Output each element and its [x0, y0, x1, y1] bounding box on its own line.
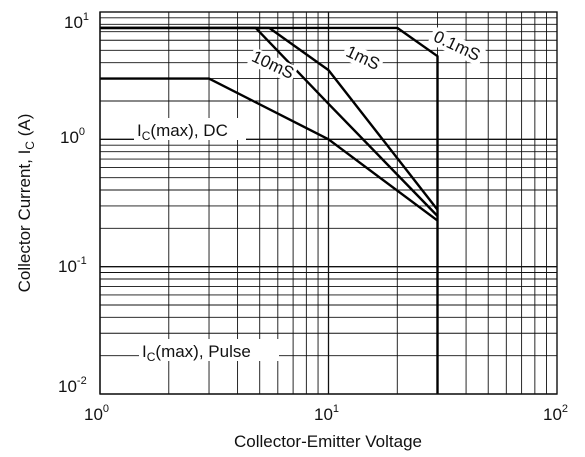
y-tick-label-2: 10-1: [58, 255, 87, 276]
x-tick-label-0: 100: [84, 403, 109, 424]
svg-text:101: 101: [64, 11, 89, 32]
annotation-ic-max-pulse: IC(max), Pulse: [142, 342, 251, 364]
y-axis-title: Collector Current, IC (A): [15, 114, 37, 293]
x-axis-title: Collector-Emitter Voltage: [234, 432, 422, 451]
svg-text:100: 100: [60, 126, 85, 147]
annotation-1ms-bg: [340, 41, 385, 75]
svg-text:101: 101: [314, 403, 339, 424]
svg-text:10-1: 10-1: [58, 255, 87, 276]
svg-text:10-2: 10-2: [58, 375, 87, 396]
dc-label-bg: [134, 118, 246, 140]
y-tick-label-3: 10-2: [58, 375, 87, 396]
svg-text:102: 102: [543, 403, 568, 424]
pulse-label-bg: [139, 339, 279, 361]
y-tick-label-0: 101: [64, 11, 89, 32]
svg-text:100: 100: [84, 403, 109, 424]
grid: [99, 12, 557, 395]
y-tick-label-1: 100: [60, 126, 85, 147]
annotation-10ms-bg: [247, 47, 299, 84]
x-tick-label-2: 102: [543, 403, 568, 424]
annotation-ic-max-dc: IC(max), DC: [137, 121, 228, 143]
series-line-0-1ms: [100, 26, 439, 394]
series-line-i-c-max-dc: [100, 77, 439, 222]
plot-frame: [99, 11, 558, 395]
x-tick-label-1: 101: [314, 403, 339, 424]
annotation-01ms-bg: [427, 26, 486, 67]
